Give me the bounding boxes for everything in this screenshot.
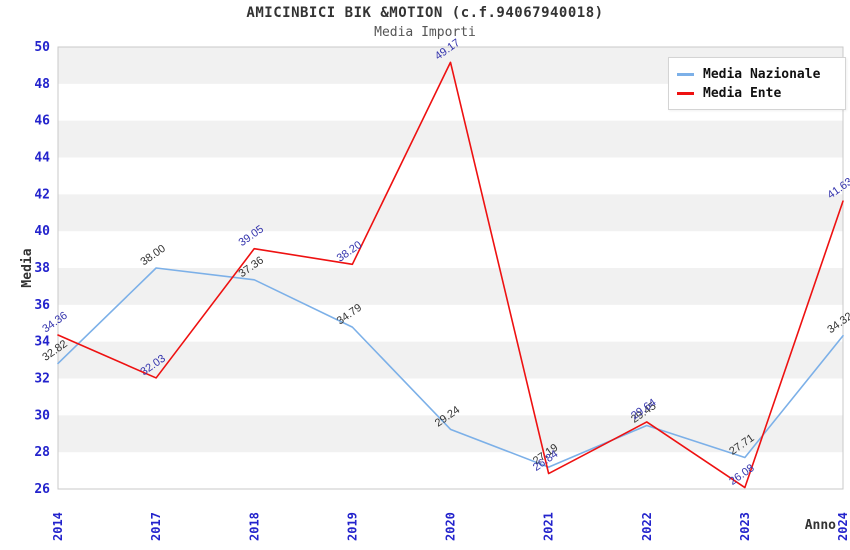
x-tick-label: 2023 xyxy=(738,512,752,541)
series-line-media-nazionale xyxy=(57,267,844,468)
legend-item-media-nazionale: Media Nazionale xyxy=(677,65,837,84)
grid-band xyxy=(58,268,843,305)
legend-item-media-ente: Media Ente xyxy=(677,84,837,103)
y-tick-label: 46 xyxy=(34,114,50,129)
grid-band xyxy=(58,194,843,232)
chart-subtitle: Media Importi xyxy=(374,25,476,40)
legend: Media Nazionale Media Ente xyxy=(668,57,846,110)
y-tick-label: 38 xyxy=(34,261,50,276)
y-tick-label: 34 xyxy=(34,335,50,350)
grid-band xyxy=(58,120,843,158)
y-tick-label: 50 xyxy=(34,40,50,55)
x-tick-label: 2019 xyxy=(345,512,359,541)
x-tick-label: 2014 xyxy=(51,512,65,541)
x-tick-label: 2017 xyxy=(149,512,163,541)
x-tick-label: 2022 xyxy=(640,512,654,541)
y-tick-label: 26 xyxy=(34,482,50,497)
y-tick-label: 36 xyxy=(34,298,50,313)
x-tick-label: 2024 xyxy=(836,512,850,541)
legend-swatch-media-nazionale-icon xyxy=(677,73,694,76)
y-tick-label: 44 xyxy=(34,151,50,166)
x-tick-label: 2020 xyxy=(444,512,458,541)
x-tick-label: 2018 xyxy=(247,512,261,541)
series-line-media-ente xyxy=(57,61,844,489)
y-tick-label: 28 xyxy=(34,445,50,460)
chart-title: AMICINBICI BIK &MOTION (c.f.94067940018) xyxy=(246,5,604,21)
y-tick-label: 32 xyxy=(34,372,50,387)
y-tick-label: 40 xyxy=(34,224,50,239)
x-tick-label: 2021 xyxy=(542,512,556,541)
legend-label-media-ente: Media Ente xyxy=(703,86,782,101)
y-tick-label: 42 xyxy=(34,187,50,202)
y-tick-label: 30 xyxy=(34,408,50,423)
plot-border xyxy=(57,46,844,490)
y-tick-label: 48 xyxy=(34,77,50,92)
x-axis-title: Anno xyxy=(805,518,836,533)
y-axis-title: Media xyxy=(20,248,35,287)
legend-label-media-nazionale: Media Nazionale xyxy=(703,67,821,82)
grid-band xyxy=(58,341,843,379)
legend-swatch-media-ente-icon xyxy=(677,92,694,95)
